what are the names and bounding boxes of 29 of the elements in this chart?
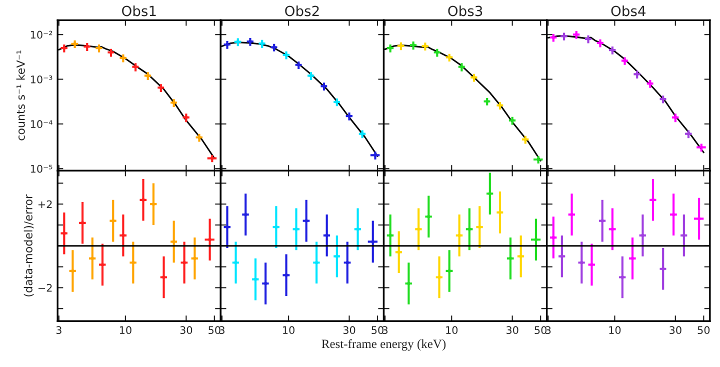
chart-title: Obs1: [122, 5, 156, 16]
x-tick-label: 3: [56, 326, 62, 334]
y-tick-label: 10⁻⁴: [30, 120, 52, 128]
chart-title: Obs2: [285, 5, 319, 16]
x-tick-label: 10: [609, 326, 621, 334]
x-tick-label: 50: [534, 326, 547, 334]
x-tick-label: 10: [283, 326, 294, 334]
y-tick-label: +2: [38, 200, 52, 208]
chart-title: Obs4: [611, 5, 646, 16]
x-tick-label: 3: [382, 326, 388, 334]
x-tick-label: 30: [343, 326, 356, 334]
chart-title: Obs3: [448, 5, 482, 16]
y-axis-title: counts s⁻¹ keV⁻¹: [16, 50, 25, 140]
x-tick-label: 3: [546, 326, 551, 334]
y-tick-label: 10⁻³: [30, 75, 52, 84]
y-tick-label: −2: [38, 284, 52, 292]
x-tick-label: 30: [180, 326, 192, 334]
x-tick-label: 50: [372, 326, 384, 334]
x-tick-label: 10: [120, 326, 132, 334]
x-tick-label: 50: [208, 326, 220, 334]
x-tick-label: 10: [446, 326, 458, 334]
y-tick-label: 10⁻²: [30, 30, 52, 39]
x-tick-label: 30: [670, 326, 682, 334]
x-tick-label: 30: [506, 326, 518, 334]
x-tick-label: 50: [698, 326, 710, 334]
y-tick-label: 10⁻⁵: [30, 164, 52, 173]
x-tick-label: 3: [219, 326, 224, 334]
y-axis-title: (data-model)/error: [24, 194, 34, 296]
x-axis-title: Rest-frame energy (keV): [322, 339, 446, 351]
